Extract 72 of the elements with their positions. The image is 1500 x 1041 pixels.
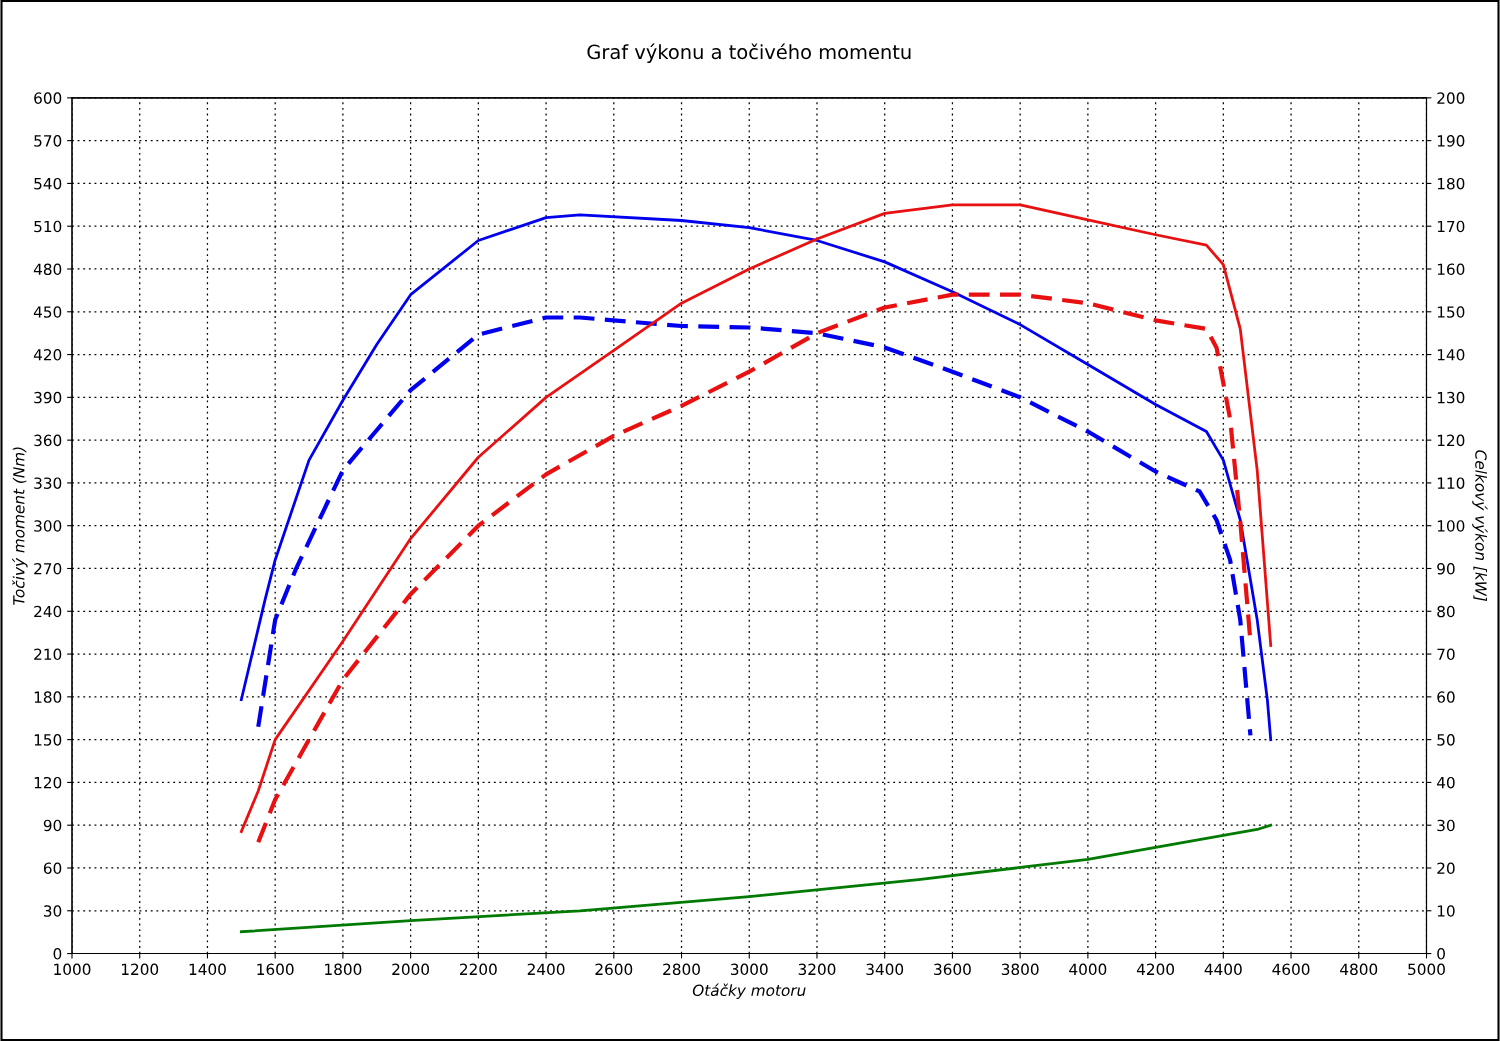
y2-tick-label: 30: [1437, 819, 1455, 832]
line-series: [239, 203, 1273, 834]
y2-tick-label: 150: [1437, 306, 1465, 318]
y-tick-label: 120: [34, 776, 62, 789]
y2-tick-label: 160: [1437, 263, 1465, 276]
y-tick-label: 570: [34, 135, 62, 147]
y2-tick-label: 10: [1437, 905, 1455, 917]
x-tick-label: 2800: [663, 963, 700, 976]
y2-tick-label: 130: [1437, 391, 1465, 404]
x-axis-title: Otáčky motoru: [692, 983, 806, 1000]
y-tick-label: 30: [44, 905, 62, 917]
line-series: [239, 823, 1273, 934]
y-tick-label: 390: [34, 391, 62, 404]
y2-tick-label: 100: [1437, 520, 1465, 532]
y-tick-label: 150: [34, 734, 62, 746]
x-tick-label: 1600: [257, 963, 294, 976]
y2-tick-label: 40: [1436, 776, 1455, 789]
y2-tick-label: 20: [1437, 862, 1455, 875]
x-tick-label: 3400: [866, 963, 904, 976]
y2-tick-label: 120: [1437, 434, 1465, 447]
y2-tick-label: 0: [1437, 948, 1445, 960]
y2-tick-label: 110: [1437, 477, 1465, 489]
x-tick-label: 4200: [1136, 963, 1175, 976]
y-tick-label: 60: [43, 862, 62, 875]
x-tick-label: 1000: [54, 963, 91, 976]
x-tick-label: 2200: [460, 963, 497, 976]
x-tick-label: 3000: [730, 963, 768, 976]
y-tick-label: 240: [34, 605, 62, 618]
x-tick-label: 2600: [595, 963, 633, 976]
y-tick-label: 330: [34, 477, 62, 489]
y-tick-label: 480: [33, 263, 62, 276]
line-series: [239, 213, 1273, 742]
y-axis-title: Točivý moment (Nm): [12, 447, 28, 605]
y2-tick-label: 190: [1437, 135, 1465, 147]
x-tick-label: 4600: [1272, 963, 1310, 976]
line-series: [256, 315, 1253, 738]
y2-tick-label: 60: [1437, 691, 1455, 703]
y-tick-label: 420: [33, 349, 62, 361]
chart-title: Graf výkonu a točivého momentu: [587, 43, 911, 64]
x-tick-label: 1400: [189, 963, 226, 976]
y-tick-label: 360: [34, 434, 62, 447]
y2-tick-label: 50: [1437, 734, 1455, 746]
y-tick-label: 270: [34, 562, 62, 575]
y-tick-label: 600: [34, 92, 62, 104]
line-series: [256, 292, 1253, 845]
y-tick-label: 450: [33, 306, 62, 318]
y2-tick-label: 90: [1437, 562, 1455, 575]
x-tick-label: 3600: [934, 963, 971, 976]
x-tick-label: 3800: [1001, 963, 1039, 976]
y2-tick-label: 180: [1437, 177, 1465, 190]
y2-tick-label: 170: [1437, 220, 1465, 233]
x-tick-label: 4800: [1340, 963, 1378, 976]
x-tick-label: 5000: [1408, 963, 1445, 976]
y-tick-label: 210: [34, 648, 62, 661]
y2-tick-label: 140: [1437, 349, 1465, 361]
y2-axis-title: Celkový výkon [kW]: [1472, 450, 1488, 602]
x-tick-label: 2400: [527, 963, 565, 976]
y-tick-label: 540: [34, 177, 62, 190]
x-tick-label: 4000: [1069, 963, 1107, 976]
x-tick-label: 1800: [325, 963, 362, 976]
y-tick-label: 300: [34, 520, 62, 532]
y-tick-label: 180: [34, 691, 62, 703]
y-tick-label: 0: [53, 948, 62, 960]
y2-tick-label: 200: [1437, 92, 1465, 104]
y-tick-label: 90: [43, 819, 62, 832]
y-tick-label: 510: [34, 220, 62, 233]
x-tick-label: 3200: [798, 963, 836, 976]
y2-tick-label: 80: [1437, 605, 1455, 618]
y2-tick-label: 70: [1437, 648, 1455, 661]
x-tick-label: 2000: [392, 963, 430, 976]
x-tick-label: 4400: [1204, 963, 1242, 976]
x-tick-label: 1200: [121, 963, 159, 976]
